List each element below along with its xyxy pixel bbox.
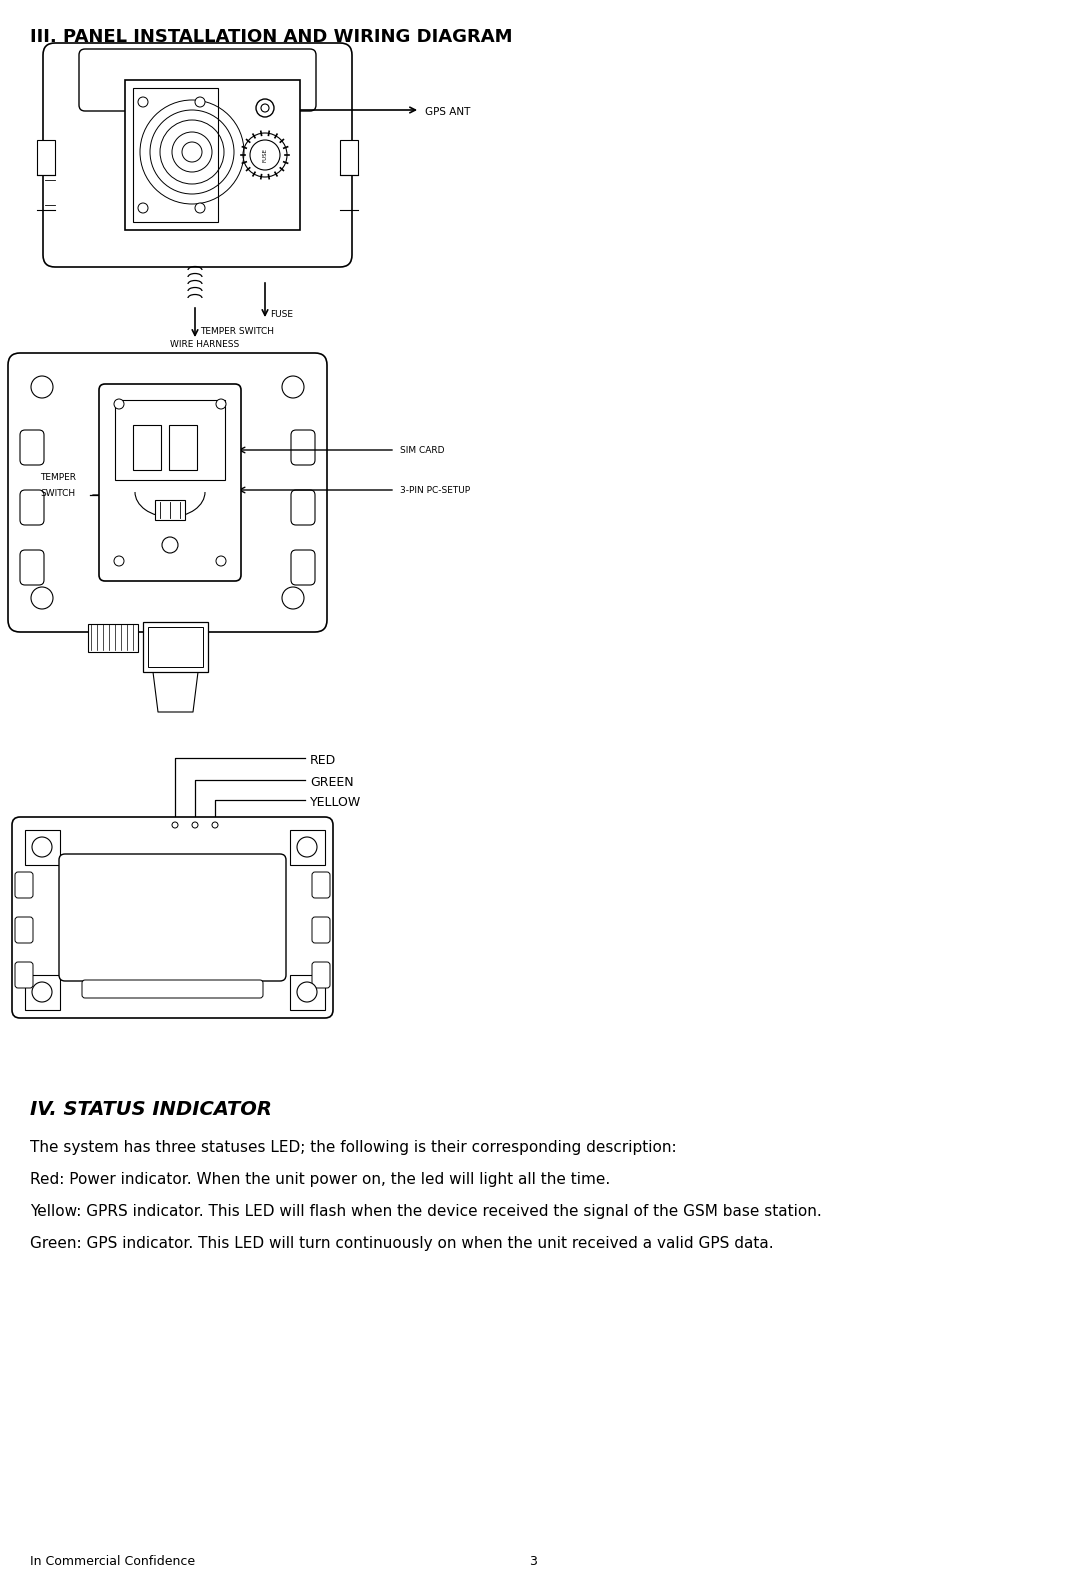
Circle shape — [138, 203, 148, 213]
Bar — [133, 88, 219, 222]
FancyBboxPatch shape — [15, 962, 33, 988]
FancyBboxPatch shape — [125, 80, 300, 230]
Text: SIM CARD: SIM CARD — [400, 446, 445, 455]
FancyBboxPatch shape — [82, 980, 263, 999]
Circle shape — [282, 376, 304, 398]
Circle shape — [216, 398, 226, 410]
Text: FUSE: FUSE — [270, 310, 293, 320]
Bar — [169, 425, 197, 469]
Text: RESET: RESET — [156, 652, 184, 662]
Text: In Commercial Confidence: In Commercial Confidence — [30, 1555, 195, 1569]
Text: 3-PIN PC-SETUP: 3-PIN PC-SETUP — [400, 487, 470, 495]
Bar — [290, 975, 325, 1010]
Bar — [88, 624, 138, 652]
Circle shape — [192, 822, 198, 828]
Text: III. PANEL INSTALLATION AND WIRING DIAGRAM: III. PANEL INSTALLATION AND WIRING DIAGR… — [30, 28, 513, 46]
Text: Yellow: GPRS indicator. This LED will flash when the device received the signal : Yellow: GPRS indicator. This LED will fl… — [30, 1203, 822, 1219]
FancyBboxPatch shape — [79, 49, 316, 110]
Circle shape — [251, 140, 280, 170]
Text: The system has three statuses LED; the following is their corresponding descript: The system has three statuses LED; the f… — [30, 1140, 677, 1154]
FancyBboxPatch shape — [20, 550, 44, 584]
Polygon shape — [154, 673, 198, 712]
FancyBboxPatch shape — [291, 430, 314, 465]
Text: YELLOW: YELLOW — [310, 795, 361, 808]
Circle shape — [31, 587, 53, 610]
FancyBboxPatch shape — [12, 817, 333, 1017]
Circle shape — [114, 398, 124, 410]
Circle shape — [243, 132, 287, 176]
FancyBboxPatch shape — [9, 353, 327, 632]
Circle shape — [195, 203, 205, 213]
Circle shape — [212, 822, 219, 828]
FancyBboxPatch shape — [20, 490, 44, 524]
Text: Green: GPS indicator. This LED will turn continuously on when the unit received : Green: GPS indicator. This LED will turn… — [30, 1236, 774, 1251]
Bar — [340, 140, 358, 175]
Text: IV. STATUS INDICATOR: IV. STATUS INDICATOR — [30, 1099, 272, 1118]
Circle shape — [162, 537, 178, 553]
Bar — [115, 400, 225, 480]
FancyBboxPatch shape — [312, 962, 330, 988]
Circle shape — [195, 98, 205, 107]
Text: WIRE HARNESS: WIRE HARNESS — [169, 340, 239, 350]
Text: TEMPER: TEMPER — [41, 472, 76, 482]
Text: RED: RED — [310, 753, 336, 767]
Text: FUSE: FUSE — [262, 148, 268, 162]
Bar — [133, 425, 161, 469]
FancyBboxPatch shape — [59, 854, 286, 981]
Text: GREEN: GREEN — [310, 775, 354, 789]
Bar — [155, 499, 185, 520]
FancyBboxPatch shape — [291, 550, 314, 584]
FancyBboxPatch shape — [15, 917, 33, 943]
Circle shape — [138, 98, 148, 107]
Text: SWITCH: SWITCH — [41, 488, 75, 498]
FancyBboxPatch shape — [312, 873, 330, 898]
FancyBboxPatch shape — [291, 490, 314, 524]
FancyBboxPatch shape — [43, 43, 352, 268]
Bar — [290, 830, 325, 865]
Circle shape — [256, 99, 274, 117]
FancyBboxPatch shape — [99, 384, 241, 581]
Bar — [143, 622, 208, 673]
Circle shape — [31, 376, 53, 398]
FancyBboxPatch shape — [312, 917, 330, 943]
Circle shape — [297, 836, 317, 857]
Bar — [25, 830, 60, 865]
FancyBboxPatch shape — [15, 873, 33, 898]
Circle shape — [216, 556, 226, 565]
Text: 3: 3 — [529, 1555, 537, 1569]
Bar — [37, 140, 55, 175]
Text: GPS ANT: GPS ANT — [425, 107, 470, 117]
Circle shape — [172, 822, 178, 828]
Circle shape — [114, 556, 124, 565]
Circle shape — [32, 836, 52, 857]
FancyBboxPatch shape — [20, 430, 44, 465]
Circle shape — [261, 104, 269, 112]
Circle shape — [297, 981, 317, 1002]
Text: Red: Power indicator. When the unit power on, the led will light all the time.: Red: Power indicator. When the unit powe… — [30, 1172, 610, 1188]
Bar — [25, 975, 60, 1010]
Bar — [148, 627, 203, 666]
Text: TEMPER SWITCH: TEMPER SWITCH — [200, 328, 274, 335]
Circle shape — [32, 981, 52, 1002]
Circle shape — [282, 587, 304, 610]
